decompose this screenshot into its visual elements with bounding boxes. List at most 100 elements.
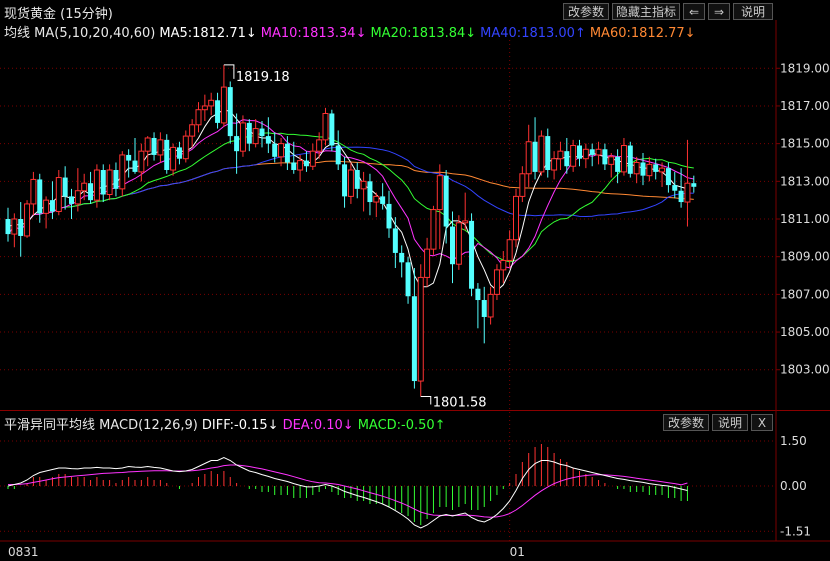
candle-body — [113, 170, 119, 189]
ma10-value: MA10:1813.34↓ — [260, 26, 367, 41]
y-tick-label: 1807.00 — [780, 287, 830, 301]
candle-body — [272, 143, 278, 157]
candle-body — [284, 143, 290, 163]
macd-help-button[interactable]: 说明 — [712, 414, 748, 431]
pane-separator — [0, 410, 830, 411]
candle-body — [640, 162, 646, 176]
diff-line — [7, 456, 688, 529]
candle-body — [157, 139, 164, 156]
x-tick-label: 0831 — [8, 545, 39, 559]
candle-body — [132, 160, 138, 172]
candle-body — [678, 190, 684, 203]
candle-body — [259, 128, 265, 137]
y-tick-label: 1819.00 — [780, 61, 830, 75]
macd-close-button[interactable]: X — [751, 414, 773, 431]
candle-body — [608, 156, 615, 165]
ma-label: 均线 MA(5,10,20,40,60) — [4, 26, 156, 41]
extreme-label: 1801.58 — [433, 395, 487, 410]
candle-body — [182, 135, 189, 160]
candle-body — [189, 124, 196, 137]
scroll-right-button[interactable]: ⇒ — [708, 3, 730, 20]
candle-body — [291, 162, 297, 171]
candle-body — [354, 170, 360, 189]
candle-body — [239, 122, 246, 152]
candle-body — [151, 137, 157, 155]
y-tick-label: 1813.00 — [780, 174, 830, 188]
candle-body — [252, 128, 259, 145]
candle-body — [487, 293, 494, 318]
ma20-value: MA20:1813.84↓ — [370, 26, 477, 41]
candle-body — [81, 182, 88, 192]
candle-body — [506, 239, 513, 261]
candle-body — [69, 196, 74, 204]
candle-body — [417, 276, 424, 382]
candle-body — [176, 147, 182, 159]
candle-body — [49, 200, 55, 212]
candle-body — [18, 219, 24, 236]
y-tick-label: 1809.00 — [780, 250, 830, 264]
edit-params-button[interactable]: 改参数 — [563, 3, 609, 20]
macd-tick-label: 1.50 — [780, 434, 807, 448]
ma40-value: MA40:1813.00↑ — [480, 26, 586, 41]
candle-body — [303, 160, 309, 167]
ma60-value: MA60:1812.77↓ — [589, 26, 696, 41]
candle-body — [380, 196, 386, 204]
candle-body — [119, 154, 126, 190]
candle-body — [481, 300, 487, 317]
candle-body — [322, 112, 329, 141]
candle-body — [309, 150, 316, 167]
y-tick-label: 1815.00 — [780, 137, 830, 151]
hide-main-indicator-button[interactable]: 隐藏主指标 — [612, 3, 680, 20]
candle-body — [493, 269, 500, 295]
help-button[interactable]: 说明 — [733, 3, 773, 20]
candle-body — [525, 141, 532, 175]
candle-body — [234, 136, 240, 152]
candle-body — [545, 136, 551, 171]
candle-body — [646, 163, 653, 177]
macd-legend: 平滑异同平均线 MACD(12,26,9) DIFF:-0.15↓ DEA:0.10… — [4, 414, 450, 433]
y-tick-label: 1805.00 — [780, 325, 830, 339]
candle-body — [144, 137, 151, 152]
candle-body — [538, 135, 545, 173]
macd-tick-label: 0.00 — [780, 479, 807, 493]
ma5-value: MA5:1812.71↓ — [159, 26, 257, 41]
x-tick-label: 01 — [510, 545, 525, 559]
candle-body — [278, 143, 285, 158]
candle-body — [589, 149, 595, 155]
candle-body — [297, 160, 304, 171]
candle-body — [347, 169, 354, 197]
candle-body — [582, 148, 589, 160]
extreme-label: 1819.18 — [236, 70, 290, 85]
candle-body — [519, 173, 526, 197]
candle-body — [195, 109, 202, 126]
diff-value: DIFF:-0.15↓ — [201, 418, 279, 433]
candle-body — [595, 148, 602, 156]
candle-body — [633, 161, 640, 175]
candle-body — [602, 149, 608, 165]
candle-body — [30, 178, 37, 205]
candle-body — [659, 167, 666, 173]
candle-body — [88, 183, 94, 201]
candle-body — [367, 181, 373, 203]
chart-title: 现货黄金 (15分钟) — [4, 7, 113, 22]
macd-edit-params-button[interactable]: 改参数 — [663, 414, 709, 431]
macd-label: 平滑异同平均线 MACD(12,26,9) — [4, 418, 198, 433]
candle-body — [93, 169, 100, 201]
scroll-left-button[interactable]: ⇐ — [683, 3, 705, 20]
candle-body — [126, 154, 132, 161]
candle-body — [360, 180, 367, 190]
candle-body — [564, 151, 570, 167]
candle-body — [684, 182, 691, 203]
candle-body — [551, 158, 558, 171]
y-tick-label: 1817.00 — [780, 99, 830, 113]
candle-body — [532, 141, 538, 172]
ma-legend: 均线 MA(5,10,20,40,60) MA5:1812.71↓ MA10:181… — [4, 22, 700, 41]
candle-body — [106, 169, 113, 196]
candle-body — [672, 185, 678, 191]
candle-body — [615, 156, 621, 172]
candle-body — [411, 296, 417, 382]
candle-body — [665, 168, 671, 186]
candle-body — [455, 222, 462, 265]
candle-body — [74, 190, 81, 205]
